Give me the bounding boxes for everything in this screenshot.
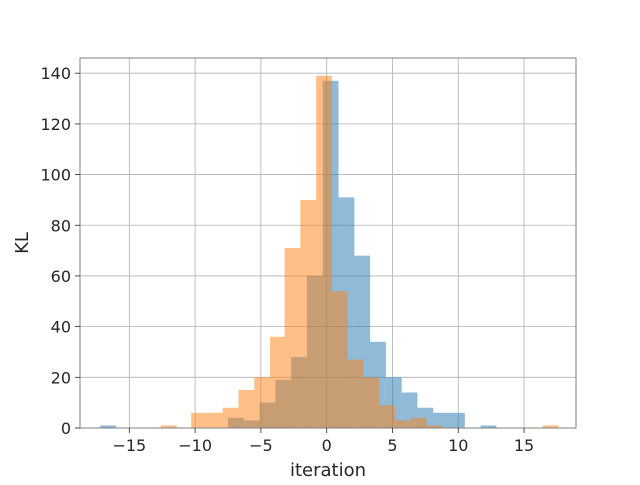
histogram-bar-series-2	[254, 377, 271, 428]
x-tick-label: −10	[178, 436, 212, 455]
x-tick-label: −15	[112, 436, 146, 455]
ticks-layer: −15 −10 −5 0 5 10 15 0 20 40 60 80 100 120 140	[40, 64, 534, 455]
histogram-bar-series-1	[100, 425, 117, 428]
histogram-bar-series-1	[480, 425, 497, 428]
histogram-bar-series-2	[395, 420, 411, 428]
x-tick-label: 5	[387, 436, 397, 455]
histogram-bar-series-2	[410, 417, 427, 428]
bars-layer	[100, 75, 559, 429]
histogram-bar-series-2	[426, 425, 443, 428]
histogram-bar-series-2	[222, 407, 239, 428]
y-axis-label: KL	[12, 232, 33, 254]
histogram-bar-series-2	[160, 425, 177, 428]
histogram-bar-series-2	[542, 425, 559, 428]
histogram-bar-series-2	[331, 291, 348, 428]
y-tick-label: 80	[51, 216, 71, 235]
histogram-bar-series-2	[363, 377, 380, 428]
histogram-bar-series-2	[284, 248, 301, 428]
y-tick-label: 60	[51, 267, 71, 286]
histogram-bar-series-2	[238, 389, 255, 428]
histogram-bar-series-2	[347, 359, 364, 428]
y-tick-label: 0	[61, 419, 71, 438]
x-tick-label: −5	[249, 436, 273, 455]
y-tick-label: 140	[40, 64, 71, 83]
y-tick-label: 40	[51, 318, 71, 337]
histogram-bar-series-2	[206, 412, 223, 428]
y-tick-label: 100	[40, 166, 71, 185]
histogram-bar-series-2	[379, 405, 396, 428]
y-tick-label: 20	[51, 368, 71, 387]
histogram-bar-series-2	[300, 199, 317, 428]
histogram-bar-series-1	[433, 412, 450, 428]
x-tick-label: 10	[448, 436, 468, 455]
histogram-bar-series-2	[191, 412, 207, 428]
x-tick-label: 15	[514, 436, 534, 455]
histogram-bar-series-2	[270, 336, 285, 428]
x-axis-label: iteration	[290, 460, 366, 480]
histogram-bar-series-1	[449, 412, 465, 428]
histogram-bar-series-2	[316, 75, 332, 429]
y-tick-label: 120	[40, 115, 71, 134]
x-tick-label: 0	[322, 436, 332, 455]
plot-frame	[79, 57, 577, 429]
